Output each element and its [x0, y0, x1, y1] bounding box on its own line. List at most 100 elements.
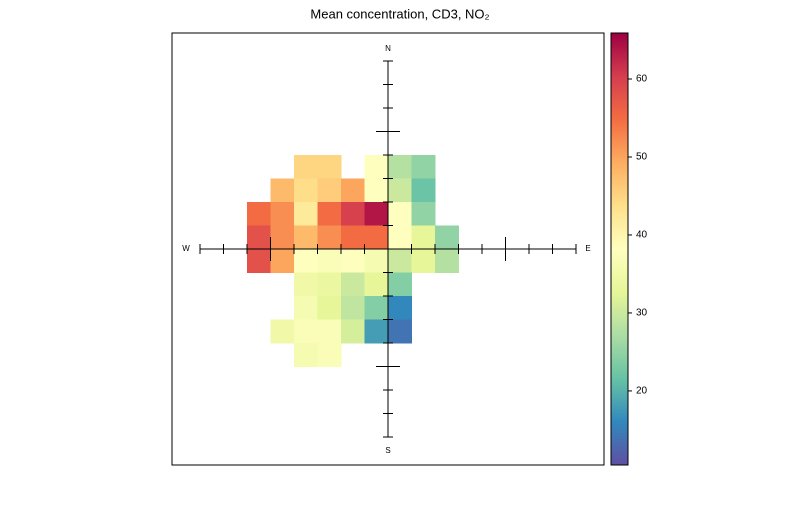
- colorbar-band: [611, 453, 628, 456]
- heat-cell: [294, 155, 318, 179]
- colorbar-band: [611, 457, 628, 460]
- colorbar-band: [611, 67, 628, 70]
- colorbar-band: [611, 437, 628, 440]
- heat-cell: [317, 272, 342, 297]
- colorbar-band: [611, 279, 628, 282]
- colorbar-band: [611, 169, 628, 172]
- colorbar-band: [611, 443, 628, 446]
- heat-cell: [364, 319, 389, 344]
- heat-cell: [388, 249, 412, 273]
- colorbar-band: [611, 331, 628, 334]
- heat-cell: [341, 272, 365, 297]
- heat-cell: [317, 178, 342, 203]
- colorbar-band: [611, 63, 628, 66]
- colorbar-band: [611, 249, 628, 252]
- colorbar-band: [611, 113, 628, 116]
- colorbar-band: [611, 371, 628, 374]
- colorbar-band: [611, 313, 628, 316]
- colorbar-band: [611, 225, 628, 228]
- colorbar-band: [611, 431, 628, 434]
- colorbar-band: [611, 285, 628, 288]
- colorbar-band: [611, 303, 628, 306]
- colorbar-band: [611, 439, 628, 442]
- colorbar-band: [611, 415, 628, 418]
- heat-cell: [247, 249, 271, 273]
- colorbar-band: [611, 261, 628, 264]
- colorbar-band: [611, 271, 628, 274]
- colorbar-band: [611, 357, 628, 360]
- heat-cell: [411, 225, 436, 250]
- colorbar-band: [611, 239, 628, 242]
- colorbar-band: [611, 245, 628, 248]
- colorbar-band: [611, 367, 628, 370]
- colorbar-band: [611, 189, 628, 192]
- colorbar-band: [611, 393, 628, 396]
- colorbar-band: [611, 329, 628, 332]
- colorbar-band: [611, 145, 628, 148]
- colorbar-band: [611, 241, 628, 244]
- colorbar-band: [611, 429, 628, 432]
- colorbar-band: [611, 195, 628, 198]
- compass-label: S: [385, 446, 390, 455]
- heat-cell: [388, 155, 412, 179]
- heat-cell: [388, 319, 412, 344]
- heat-cell: [341, 202, 365, 226]
- heat-cell: [317, 225, 342, 250]
- colorbar-band: [611, 237, 628, 240]
- colorbar-band: [611, 263, 628, 266]
- heat-cell: [411, 155, 436, 179]
- colorbar-band: [611, 107, 628, 110]
- colorbar-band: [611, 125, 628, 128]
- colorbar-band: [611, 171, 628, 174]
- colorbar-band: [611, 89, 628, 92]
- colorbar-band: [611, 127, 628, 130]
- colorbar-band: [611, 447, 628, 450]
- colorbar-band: [611, 167, 628, 170]
- heat-cell: [364, 225, 389, 250]
- colorbar-band: [611, 99, 628, 102]
- colorbar-band: [611, 121, 628, 124]
- colorbar-band: [611, 149, 628, 152]
- colorbar-band: [611, 299, 628, 302]
- colorbar-band: [611, 449, 628, 452]
- colorbar-band: [611, 301, 628, 304]
- colorbar-band: [611, 295, 628, 298]
- colorbar-band: [611, 93, 628, 96]
- colorbar-band: [611, 289, 628, 292]
- colorbar-band: [611, 203, 628, 206]
- colorbar-label: 40: [636, 230, 648, 241]
- colorbar-band: [611, 115, 628, 118]
- colorbar-band: [611, 153, 628, 156]
- colorbar-band: [611, 379, 628, 382]
- colorbar-band: [611, 163, 628, 166]
- colorbar-band: [611, 147, 628, 150]
- colorbar-band: [611, 319, 628, 322]
- compass-label: W: [182, 244, 190, 253]
- colorbar-band: [611, 405, 628, 408]
- colorbar-band: [611, 461, 628, 464]
- colorbar-band: [611, 417, 628, 420]
- colorbar-band: [611, 281, 628, 284]
- colorbar-band: [611, 409, 628, 412]
- colorbar-band: [611, 219, 628, 222]
- heat-cell: [317, 155, 342, 179]
- colorbar-band: [611, 49, 628, 52]
- heat-cell: [247, 225, 271, 250]
- colorbar-band: [611, 101, 628, 104]
- colorbar-band: [611, 199, 628, 202]
- colorbar-band: [611, 35, 628, 38]
- colorbar-band: [611, 277, 628, 280]
- compass-label: N: [385, 44, 391, 53]
- heat-cell: [294, 343, 318, 367]
- colorbar-label: 50: [636, 152, 648, 163]
- colorbar-band: [611, 57, 628, 60]
- colorbar-band: [611, 53, 628, 56]
- colorbar-band: [611, 351, 628, 354]
- colorbar-band: [611, 463, 628, 466]
- colorbar-band: [611, 235, 628, 238]
- colorbar-band: [611, 159, 628, 162]
- heat-cell: [364, 296, 389, 320]
- heat-cell: [411, 178, 436, 203]
- heat-cell: [435, 249, 459, 273]
- colorbar-band: [611, 205, 628, 208]
